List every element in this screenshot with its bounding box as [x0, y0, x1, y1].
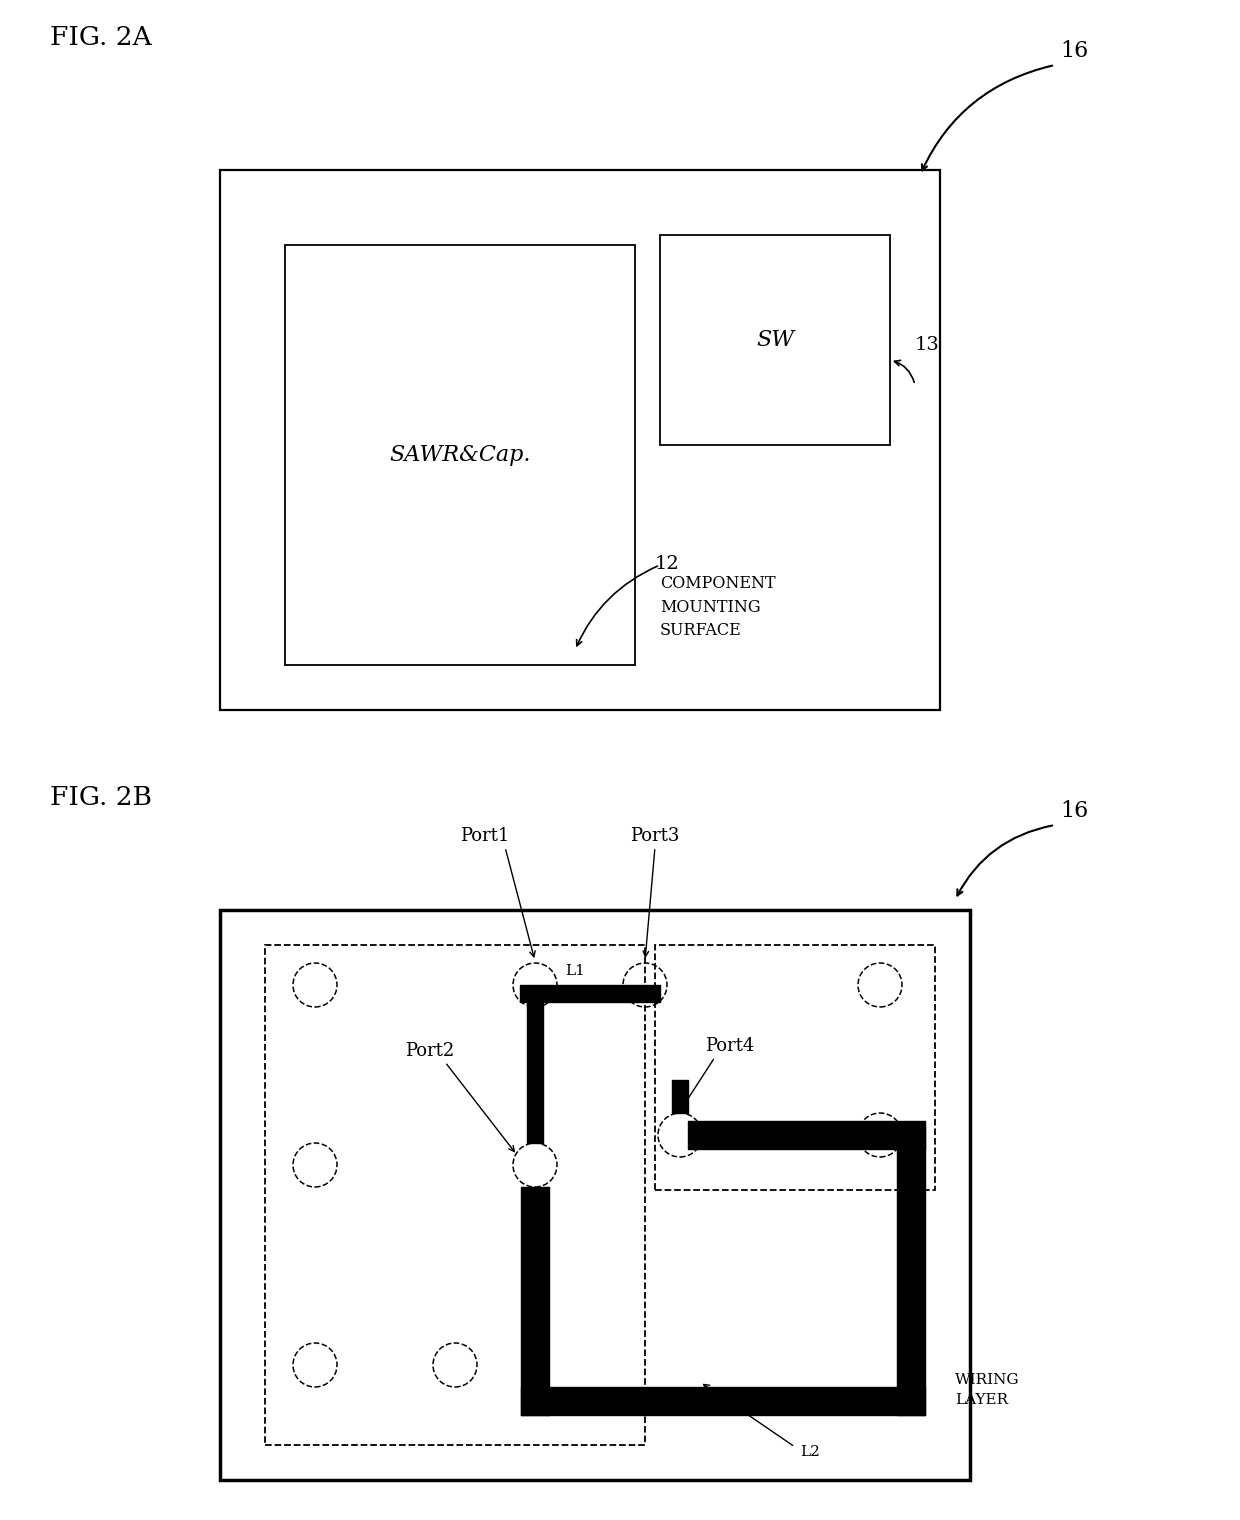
Text: SAWR&Cap.: SAWR&Cap.: [389, 444, 531, 467]
Text: L1: L1: [565, 964, 585, 977]
Text: 16: 16: [1060, 800, 1089, 822]
Text: 16: 16: [1060, 40, 1089, 62]
Text: L2: L2: [800, 1446, 820, 1459]
Text: 12: 12: [655, 555, 680, 573]
Bar: [219, 170, 940, 710]
Text: Port2: Port2: [405, 1043, 455, 1059]
Bar: [660, 236, 890, 445]
Text: COMPONENT
MOUNTING
SURFACE: COMPONENT MOUNTING SURFACE: [660, 575, 776, 638]
Bar: [265, 945, 645, 1446]
Bar: [219, 910, 970, 1480]
Text: 13: 13: [915, 336, 940, 354]
Text: FIG. 2B: FIG. 2B: [50, 784, 153, 810]
Text: Port4: Port4: [706, 1037, 755, 1055]
Bar: [655, 945, 935, 1190]
Bar: [285, 245, 635, 666]
Text: Port3: Port3: [630, 827, 680, 845]
Text: Port1: Port1: [460, 827, 510, 845]
Text: FIG. 2A: FIG. 2A: [50, 24, 151, 50]
Text: WIRING
LAYER: WIRING LAYER: [955, 1373, 1019, 1406]
Text: SW: SW: [756, 328, 794, 351]
